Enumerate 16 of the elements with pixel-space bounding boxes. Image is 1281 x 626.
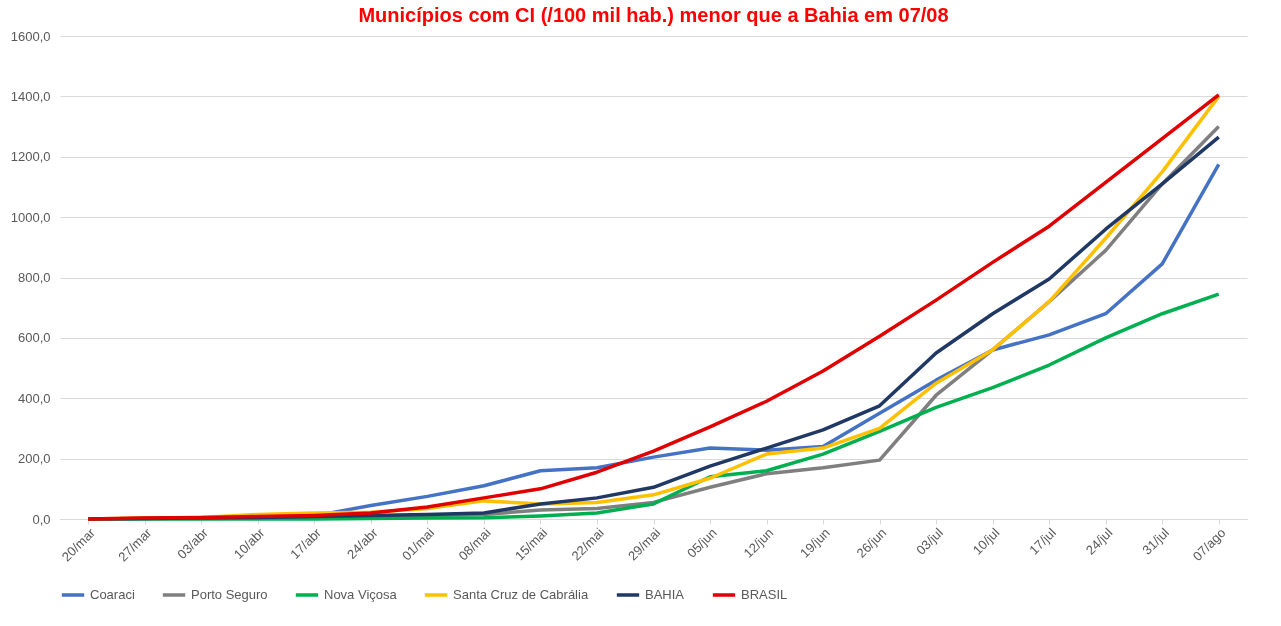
- legend-label: BRASIL: [741, 587, 788, 602]
- y-tick-label: 1000,0: [10, 209, 51, 225]
- legend-label: BAHIA: [645, 587, 685, 602]
- y-tick-label: 0,0: [32, 511, 51, 527]
- y-tick-label: 800,0: [17, 270, 51, 285]
- y-tick-label: 1400,0: [10, 88, 51, 104]
- y-tick-label: 1200,0: [10, 149, 51, 165]
- chart-title: Municípios com CI (/100 mil hab.) menor que a Bahia em 07/08: [358, 4, 949, 26]
- legend-label: Porto Seguro: [191, 587, 268, 602]
- legend-label: Nova Viçosa: [324, 587, 398, 602]
- legend-label: Coaraci: [90, 587, 135, 602]
- y-tick-label: 1600,0: [10, 28, 51, 44]
- y-tick-label: 200,0: [17, 451, 51, 467]
- legend-label: Santa Cruz de Cabrália: [453, 587, 589, 602]
- y-tick-label: 400,0: [17, 390, 51, 406]
- y-tick-label: 600,0: [17, 330, 51, 346]
